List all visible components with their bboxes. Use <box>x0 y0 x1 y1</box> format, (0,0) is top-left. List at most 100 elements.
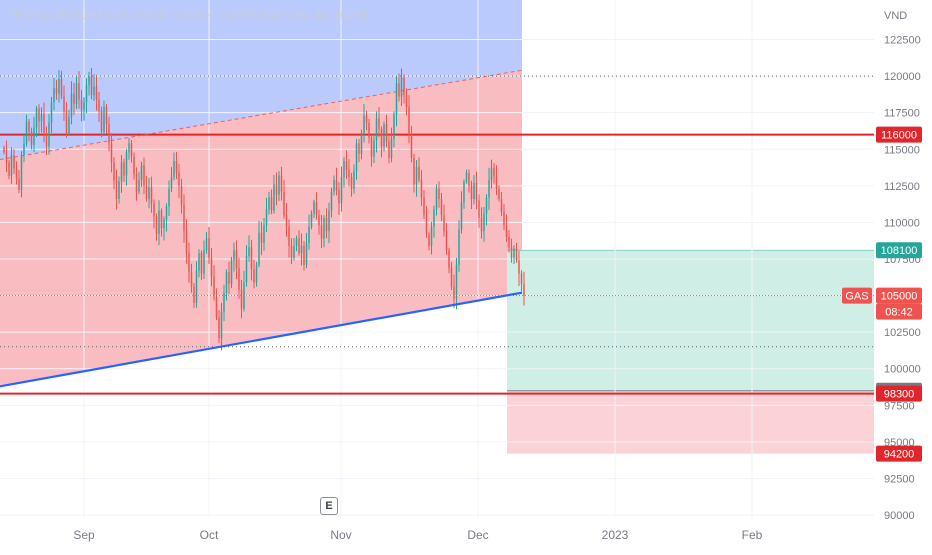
candle <box>18 169 20 194</box>
candle-body <box>83 102 85 110</box>
candle-body <box>48 122 50 147</box>
candle <box>123 158 125 182</box>
candle-body <box>35 108 38 128</box>
candle <box>273 174 275 214</box>
candle <box>260 221 263 256</box>
candle <box>195 261 198 308</box>
candle <box>158 200 160 246</box>
candle-body <box>470 185 473 200</box>
candle <box>165 203 168 232</box>
price-tag: 105000 <box>876 287 922 304</box>
candle <box>445 222 448 255</box>
candle-body <box>243 282 245 309</box>
candle <box>203 240 205 279</box>
candle <box>75 75 78 109</box>
candle-body <box>460 201 463 230</box>
candle <box>140 161 143 188</box>
candle <box>100 106 103 138</box>
candle-body <box>415 166 418 185</box>
candle <box>313 199 315 218</box>
candle <box>393 111 395 148</box>
candle-body <box>13 155 15 169</box>
candle <box>153 199 155 229</box>
y-tick-label: 102500 <box>884 327 921 339</box>
candle-body <box>488 179 490 198</box>
candle-body <box>215 297 218 318</box>
candle <box>510 238 513 263</box>
candle-body <box>360 133 363 154</box>
candle <box>485 194 488 226</box>
candle-body <box>348 169 350 178</box>
candle-body <box>328 210 330 232</box>
candle-body <box>248 247 250 257</box>
candle-body <box>378 118 380 129</box>
candle <box>310 210 313 230</box>
candle <box>513 245 515 265</box>
x-tick-label: 2023 <box>602 528 629 542</box>
candle <box>110 133 113 173</box>
candle-body <box>235 250 238 268</box>
candle <box>228 261 230 294</box>
candle-body <box>205 238 208 251</box>
candle <box>483 206 485 242</box>
candle <box>308 214 310 250</box>
candle <box>43 102 45 143</box>
candle-body <box>490 168 493 180</box>
candle <box>320 215 323 249</box>
candle <box>498 184 500 202</box>
y-tick-label: 112500 <box>884 181 920 193</box>
candle <box>283 179 285 219</box>
candle-body <box>518 260 520 274</box>
candle <box>53 77 55 111</box>
price-tag-bg <box>876 126 922 143</box>
candle-body <box>370 137 373 157</box>
price-tag: 116000 <box>876 126 922 143</box>
candle-body <box>175 160 178 173</box>
candle <box>83 97 85 121</box>
candle-body <box>143 165 145 186</box>
candle <box>198 249 200 278</box>
candle-body <box>400 77 403 97</box>
candle <box>450 262 453 291</box>
candle <box>433 205 435 238</box>
candle-body <box>358 143 360 154</box>
candle-body <box>90 76 93 96</box>
candle-body <box>45 133 48 147</box>
candle <box>23 134 25 163</box>
candle-body <box>183 204 185 232</box>
candle-body <box>365 115 368 123</box>
candle-body <box>478 200 480 219</box>
candle-body <box>8 162 10 176</box>
candle-body <box>95 86 98 100</box>
candle-body <box>428 234 430 246</box>
candle <box>473 175 475 205</box>
candle-body <box>308 226 310 243</box>
candle <box>365 110 368 131</box>
candle <box>210 247 213 287</box>
price-tag-text: 98300 <box>884 389 915 401</box>
candle <box>20 151 23 198</box>
candle <box>448 247 450 274</box>
candle <box>400 68 403 106</box>
candle <box>465 169 468 184</box>
events-button[interactable]: E <box>320 497 338 515</box>
candle-body <box>513 248 515 258</box>
candle <box>170 167 173 193</box>
candle <box>488 167 490 210</box>
price-tag-text: 108100 <box>881 245 918 257</box>
candle <box>425 206 428 238</box>
y-tick-label: 120000 <box>884 71 921 83</box>
chart-title: PETROVIETNAM GAS JOINT STOCK CORPORATION… <box>6 8 370 22</box>
candle-body <box>505 225 508 238</box>
candle-body <box>40 114 43 122</box>
candle <box>290 238 293 264</box>
candle-body <box>78 83 80 100</box>
candle <box>68 109 70 136</box>
candle-body <box>5 152 8 163</box>
candle <box>298 230 300 256</box>
candle-body <box>495 175 498 189</box>
candle <box>370 134 373 167</box>
candle-body <box>293 245 295 258</box>
